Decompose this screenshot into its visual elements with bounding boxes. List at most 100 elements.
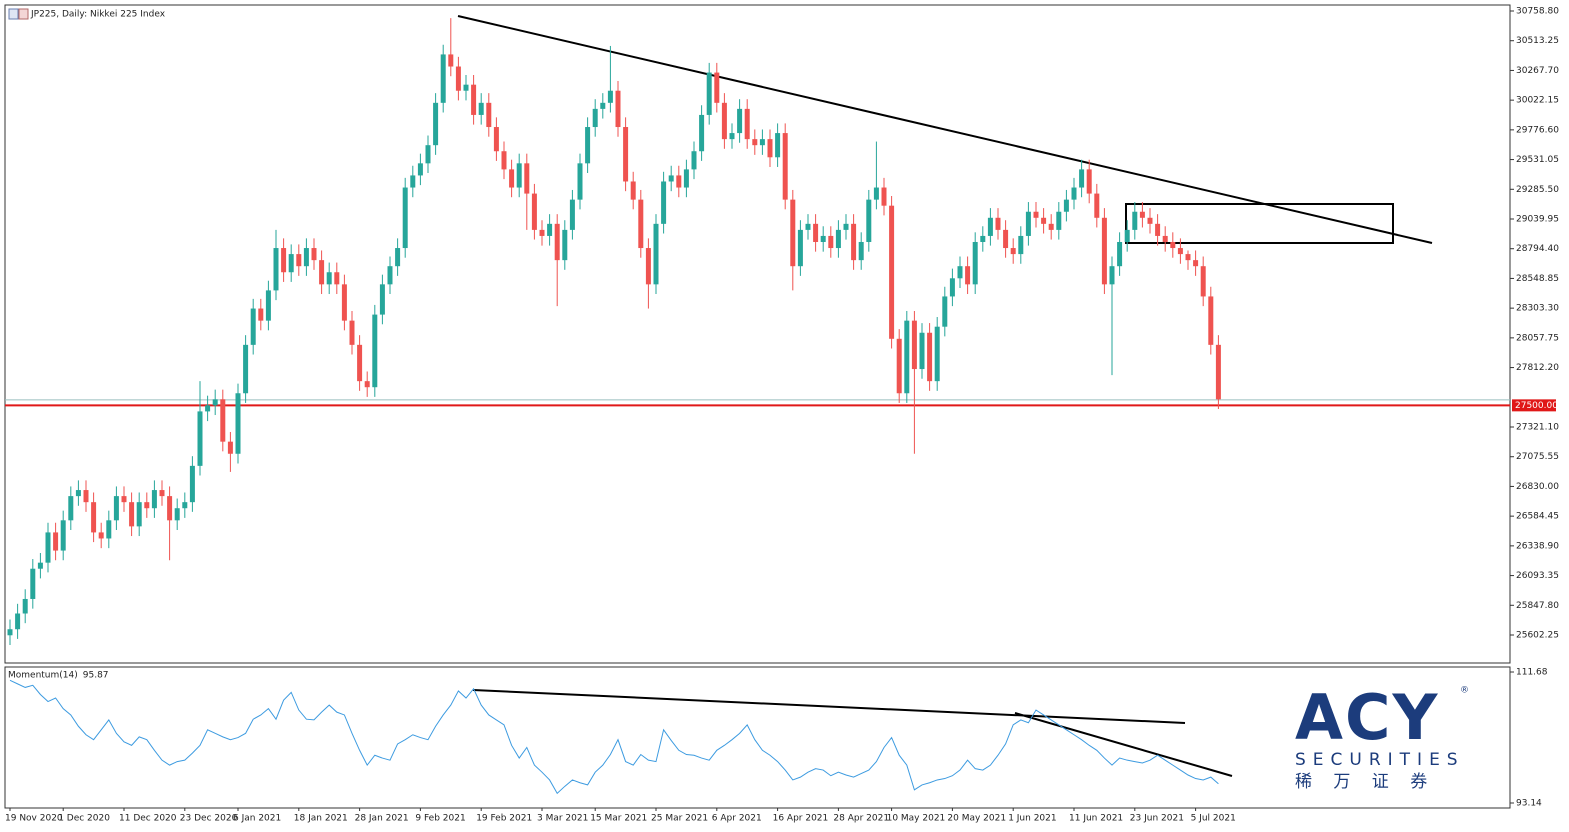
candle-body — [866, 199, 872, 242]
candle-body — [83, 490, 89, 503]
candle-body — [873, 187, 879, 200]
candle-body — [934, 326, 940, 382]
candle-body — [737, 108, 743, 134]
candle-body — [167, 496, 173, 521]
candle-body — [569, 199, 575, 230]
y-tick-label: 26093.35 — [1516, 571, 1559, 581]
x-tick-label: 3 Mar 2021 — [537, 814, 588, 824]
x-tick-label: 19 Nov 2020 — [5, 814, 63, 824]
candle-body — [911, 320, 917, 370]
candle-body — [691, 151, 697, 170]
candle-body — [516, 163, 522, 188]
candle-body — [60, 520, 66, 551]
candle-body — [1079, 169, 1085, 188]
candle-body — [1177, 248, 1183, 255]
candle-body — [30, 568, 36, 599]
candle-body — [159, 490, 165, 497]
candle-body — [144, 502, 150, 509]
candle-body — [767, 139, 773, 158]
candle-body — [1117, 241, 1123, 267]
x-tick-label: 6 Apr 2021 — [712, 814, 762, 824]
candle-body — [493, 127, 499, 152]
y-tick-label: 28794.40 — [1516, 244, 1559, 254]
candle-body — [478, 102, 484, 115]
x-tick-label: 15 Mar 2021 — [590, 814, 647, 824]
y-tick-label: 26338.90 — [1516, 541, 1559, 551]
candle-body — [820, 235, 826, 242]
candle-body — [440, 54, 446, 103]
candle-body — [577, 163, 583, 200]
candle-body — [448, 54, 454, 67]
candle-body — [729, 133, 735, 140]
candle-body — [395, 248, 401, 267]
x-tick-label: 5 Jul 2021 — [1191, 814, 1236, 824]
logo-name: ACY — [1295, 681, 1439, 754]
candle-body — [554, 223, 560, 261]
candle-body — [75, 490, 81, 497]
candle-body — [1124, 229, 1130, 242]
candle-body — [7, 629, 13, 636]
candle-body — [759, 139, 765, 146]
candle-body — [851, 223, 857, 261]
candle-body — [121, 496, 127, 503]
candle-body — [972, 241, 978, 285]
icon-box — [18, 8, 29, 20]
candle-body — [68, 496, 74, 521]
level-label-box — [1512, 399, 1556, 412]
candle-body — [91, 502, 97, 533]
level-label: 27500.00 — [1515, 401, 1558, 411]
candle-body — [623, 127, 629, 182]
y-tick-label: 26830.00 — [1516, 482, 1559, 492]
y-tick-label: 27812.20 — [1516, 363, 1559, 373]
candle-body — [1101, 217, 1107, 285]
x-tick-label: 23 Dec 2020 — [180, 814, 238, 824]
candle-body — [364, 381, 370, 388]
symbol-icon — [8, 8, 29, 20]
candle-body — [281, 248, 287, 273]
candle-body — [1200, 266, 1206, 297]
candle-body — [129, 502, 135, 527]
candle-body — [1010, 248, 1016, 255]
candle-body — [273, 248, 279, 291]
candle-body — [303, 248, 309, 267]
y-tick-label: 25847.80 — [1516, 601, 1559, 611]
trend-line — [457, 15, 1433, 244]
y-tick-label: 28057.75 — [1516, 333, 1559, 343]
candle-body — [113, 496, 119, 521]
candle-body — [197, 411, 203, 466]
x-tick-label: 28 Apr 2021 — [833, 814, 889, 824]
candle-body — [357, 344, 363, 382]
logo-chinese: 稀 万 证 券 — [1295, 772, 1435, 792]
x-tick-label: 19 Feb 2021 — [476, 814, 532, 824]
indicator-line — [9, 679, 1219, 795]
x-tick-label: 20 May 2021 — [947, 814, 1006, 824]
candle-body — [250, 308, 256, 345]
candle-body — [37, 562, 43, 569]
indicator-name: Momentum(14) — [8, 671, 78, 681]
candle-body — [562, 229, 568, 261]
candle-body — [212, 399, 218, 406]
indicator-last-value: 95.87 — [83, 671, 109, 681]
candle-body — [1155, 223, 1161, 236]
candle-body — [1025, 211, 1031, 236]
candle-body — [615, 90, 621, 128]
y-tick-label: 27321.10 — [1516, 423, 1559, 433]
x-tick-label: 1 Dec 2020 — [58, 814, 110, 824]
main-panel — [4, 4, 1511, 664]
candle-body — [379, 284, 385, 315]
candle-body — [638, 199, 644, 249]
candle-body — [501, 151, 507, 170]
icon-box — [8, 8, 19, 20]
candle-body — [653, 223, 659, 285]
candle-body — [782, 133, 788, 200]
candle-body — [136, 502, 142, 527]
y-tick-label: 30022.15 — [1516, 96, 1559, 106]
candle-body — [1170, 241, 1176, 249]
x-tick-label: 25 Mar 2021 — [651, 814, 708, 824]
candle-body — [995, 217, 1001, 230]
indicator-trend-line — [1014, 712, 1233, 777]
candle-body — [372, 314, 378, 388]
candle-body — [699, 114, 705, 152]
candle-body — [600, 102, 606, 109]
candle-body — [645, 248, 651, 285]
